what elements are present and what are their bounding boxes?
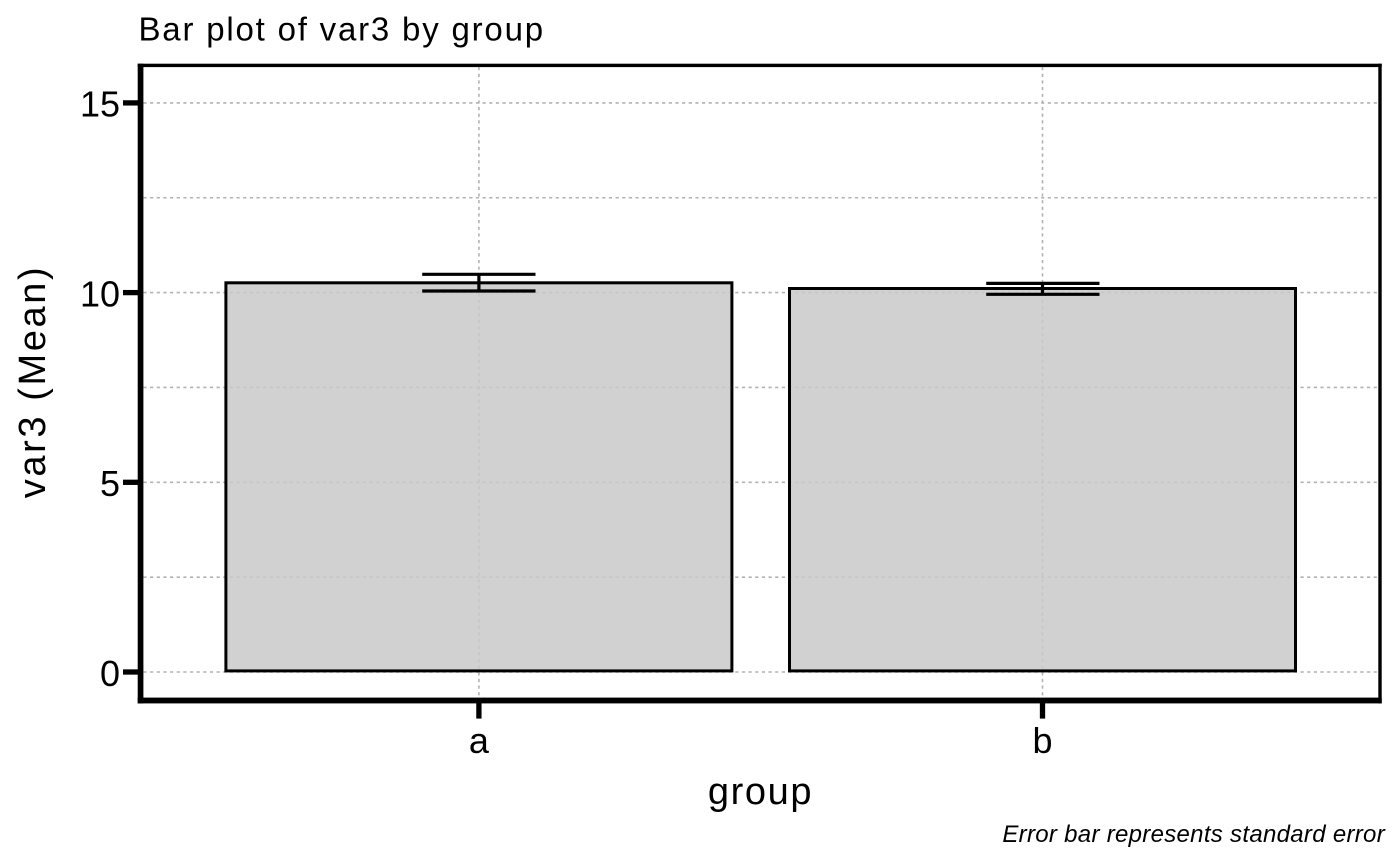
svg-text:5: 5 [100, 463, 120, 504]
svg-text:15: 15 [80, 84, 120, 125]
svg-text:0: 0 [100, 653, 120, 694]
svg-text:b: b [1032, 720, 1052, 761]
svg-text:Error bar represents standard: Error bar represents standard error [1002, 821, 1385, 848]
svg-text:a: a [469, 720, 490, 761]
svg-text:var3 (Mean): var3 (Mean) [12, 265, 54, 498]
svg-text:10: 10 [80, 273, 120, 314]
svg-text:Bar plot of var3 by group: Bar plot of var3 by group [139, 10, 545, 47]
svg-text:group: group [708, 771, 813, 813]
